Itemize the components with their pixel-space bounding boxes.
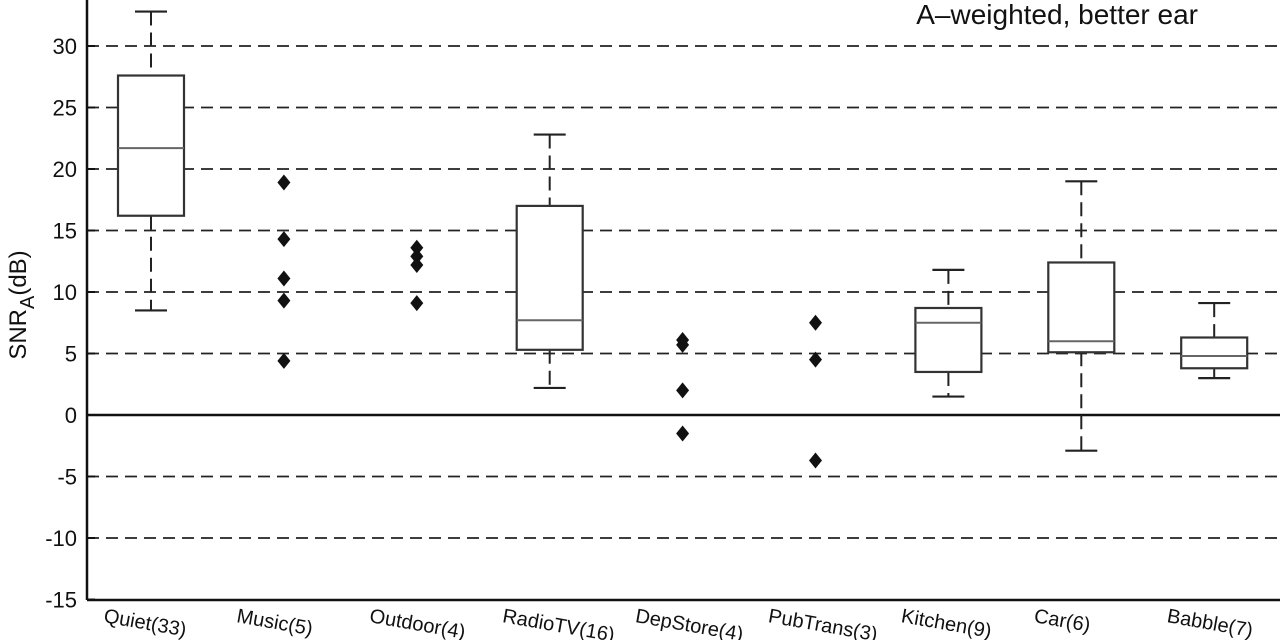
data-point bbox=[676, 425, 690, 442]
box-iqr bbox=[116, 74, 186, 217]
box-iqr bbox=[914, 306, 983, 374]
y-axis-label-sub: A bbox=[17, 295, 39, 309]
data-point bbox=[277, 174, 291, 191]
x-category-label: Babble(7) bbox=[1165, 605, 1254, 640]
y-tick-label: -10 bbox=[45, 526, 77, 551]
data-point bbox=[809, 452, 822, 469]
data-point bbox=[277, 270, 291, 287]
data-point bbox=[410, 239, 424, 256]
y-tick-label: 5 bbox=[65, 342, 77, 367]
y-axis-label: SNRA(dB) bbox=[5, 250, 39, 359]
y-tick-label: -15 bbox=[45, 588, 77, 613]
box-7 bbox=[1047, 180, 1116, 452]
x-category-label: RadioTV(16) bbox=[501, 605, 616, 640]
box-iqr bbox=[1047, 261, 1116, 354]
box-iqr bbox=[515, 204, 584, 351]
box-3 bbox=[515, 133, 584, 390]
box-8 bbox=[1180, 301, 1249, 380]
data-point bbox=[676, 382, 690, 399]
box-iqr bbox=[1180, 336, 1249, 370]
data-point bbox=[277, 231, 291, 248]
box-series bbox=[116, 10, 1249, 452]
y-tick-label: 20 bbox=[53, 157, 77, 182]
x-category-label: DepStore(4) bbox=[634, 605, 745, 640]
grid-lines bbox=[87, 45, 1280, 539]
data-point bbox=[410, 256, 424, 273]
x-category-label: Quiet(33) bbox=[102, 605, 188, 640]
y-tick-label: 0 bbox=[65, 403, 77, 428]
box-0 bbox=[116, 10, 186, 312]
x-category-labels: Quiet(33) Music(5) Outdoor(4) RadioTV(16) De… bbox=[102, 605, 1254, 640]
data-point bbox=[277, 292, 291, 309]
x-category-label: Music(5) bbox=[235, 605, 314, 640]
data-point bbox=[809, 351, 822, 368]
y-tick-label: 30 bbox=[53, 34, 77, 59]
y-tick-label: 10 bbox=[53, 280, 77, 305]
data-point bbox=[676, 336, 690, 353]
data-point bbox=[809, 314, 822, 331]
y-axis-label-main: SNR bbox=[5, 309, 32, 360]
y-tick-label: 15 bbox=[53, 219, 77, 244]
y-tick-label: 25 bbox=[53, 96, 77, 121]
data-point bbox=[410, 295, 424, 312]
data-point bbox=[410, 248, 424, 265]
point-series bbox=[277, 174, 822, 469]
x-category-label: PubTrans(3) bbox=[767, 605, 880, 640]
chart-annotation: A–weighted, better ear bbox=[916, 0, 1198, 30]
x-category-label: Car(6) bbox=[1032, 605, 1092, 637]
y-axis-label-unit: (dB) bbox=[5, 250, 32, 295]
x-category-label: Kitchen(9) bbox=[900, 605, 994, 640]
x-category-label: Outdoor(4) bbox=[368, 605, 467, 640]
data-point bbox=[277, 352, 291, 369]
y-tick-label: -5 bbox=[57, 465, 77, 490]
axes bbox=[85, 0, 1280, 602]
box-6 bbox=[914, 268, 983, 398]
y-tick-labels: -15 -10 -5 0 5 10 15 20 25 30 bbox=[45, 34, 77, 613]
